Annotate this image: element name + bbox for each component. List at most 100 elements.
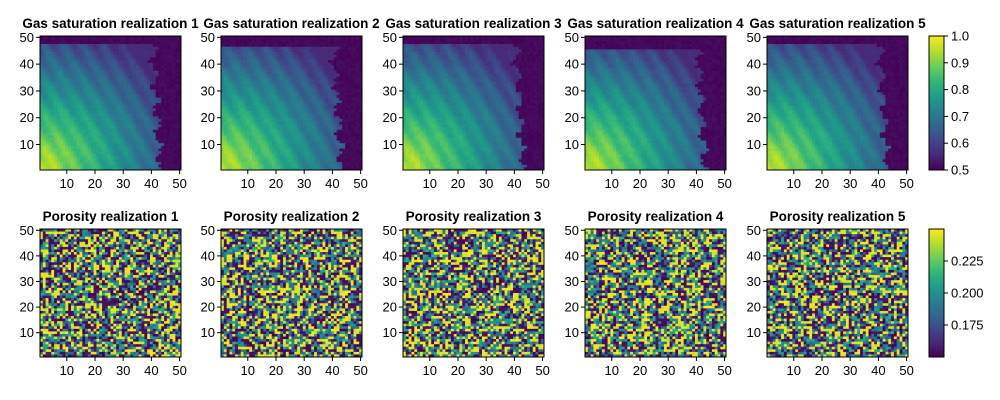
heatmap-cell bbox=[91, 52, 94, 55]
heatmap-cell bbox=[351, 60, 354, 63]
heatmap-cell bbox=[113, 124, 116, 127]
heatmap-cell bbox=[306, 119, 309, 122]
heatmap-cell bbox=[246, 116, 249, 119]
heatmap-cell bbox=[161, 44, 164, 47]
heatmap-cell bbox=[289, 157, 292, 160]
heatmap-cell bbox=[229, 111, 232, 114]
heatmap-cell bbox=[173, 95, 176, 98]
heatmap-cell bbox=[260, 103, 263, 106]
heatmap-cell bbox=[158, 106, 161, 109]
heatmap-cell bbox=[48, 149, 51, 152]
heatmap-cell bbox=[286, 57, 289, 60]
heatmap-cell bbox=[147, 82, 150, 85]
heatmap-cell bbox=[345, 103, 348, 106]
heatmap-cell bbox=[238, 154, 241, 157]
heatmap-cell bbox=[249, 100, 252, 103]
heatmap-cell bbox=[317, 47, 320, 50]
heatmap-cell bbox=[314, 57, 317, 60]
heatmap-cell bbox=[119, 124, 122, 127]
heatmap-cell bbox=[119, 135, 122, 138]
heatmap-cell bbox=[170, 68, 173, 71]
heatmap-cell bbox=[328, 114, 331, 117]
heatmap-cell bbox=[246, 159, 249, 162]
heatmap-cell bbox=[130, 103, 133, 106]
heatmap-cell bbox=[323, 165, 326, 168]
heatmap-cell bbox=[139, 103, 142, 106]
heatmap-cell bbox=[147, 100, 150, 103]
heatmap-cell bbox=[354, 143, 357, 146]
heatmap-cell bbox=[334, 39, 337, 42]
heatmap-cell bbox=[85, 114, 88, 117]
heatmap-cell bbox=[303, 92, 306, 95]
heatmap-cell bbox=[170, 100, 173, 103]
heatmap-cell bbox=[269, 114, 272, 117]
heatmap-cell bbox=[65, 52, 68, 55]
heatmap-cell bbox=[320, 114, 323, 117]
heatmap-cell bbox=[303, 119, 306, 122]
heatmap-cell bbox=[311, 68, 314, 71]
heatmap-cell bbox=[328, 154, 331, 157]
heatmap-cell bbox=[88, 130, 91, 133]
heatmap-cell bbox=[147, 98, 150, 101]
heatmap-cell bbox=[294, 116, 297, 119]
heatmap-cell bbox=[325, 116, 328, 119]
heatmap-cell bbox=[297, 44, 300, 47]
heatmap-cell bbox=[91, 130, 94, 133]
heatmap-cell bbox=[96, 127, 99, 130]
heatmap-cell bbox=[294, 138, 297, 141]
heatmap-cell bbox=[88, 157, 91, 160]
heatmap-cell bbox=[297, 71, 300, 74]
heatmap-cell bbox=[300, 143, 303, 146]
heatmap-cell bbox=[351, 103, 354, 106]
heatmap-cell bbox=[91, 68, 94, 71]
heatmap-cell bbox=[164, 111, 167, 114]
heatmap-cell bbox=[297, 154, 300, 157]
heatmap-cell bbox=[125, 49, 128, 52]
heatmap-cell bbox=[260, 146, 263, 149]
heatmap-cell bbox=[170, 84, 173, 87]
heatmap-cell bbox=[325, 135, 328, 138]
heatmap-cell bbox=[235, 60, 238, 63]
heatmap-cell bbox=[94, 124, 97, 127]
heatmap-cell bbox=[164, 55, 167, 58]
heatmap-cell bbox=[356, 135, 359, 138]
heatmap-cell bbox=[325, 106, 328, 109]
heatmap-cell bbox=[345, 116, 348, 119]
heatmap-cell bbox=[297, 135, 300, 138]
heatmap-cell bbox=[272, 76, 275, 79]
heatmap-cell bbox=[277, 141, 280, 144]
heatmap-cell bbox=[102, 122, 105, 125]
heatmap-cell bbox=[244, 103, 247, 106]
heatmap-cell bbox=[260, 79, 263, 82]
heatmap-cell bbox=[227, 149, 230, 152]
heatmap-cell bbox=[238, 124, 241, 127]
heatmap-cell bbox=[289, 82, 292, 85]
heatmap-cell bbox=[91, 71, 94, 74]
heatmap-cell bbox=[46, 154, 49, 157]
heatmap-cell bbox=[136, 151, 139, 154]
heatmap-cell bbox=[54, 135, 57, 138]
heatmap-cell bbox=[136, 79, 139, 82]
heatmap-cell bbox=[308, 127, 311, 130]
heatmap-cell bbox=[224, 84, 227, 87]
heatmap-cell bbox=[246, 87, 249, 90]
heatmap-cell bbox=[339, 141, 342, 144]
heatmap-cell bbox=[337, 135, 340, 138]
heatmap-cell bbox=[323, 141, 326, 144]
heatmap-cell bbox=[102, 55, 105, 58]
heatmap-cell bbox=[79, 39, 82, 42]
heatmap-cell bbox=[136, 138, 139, 141]
heatmap-cell bbox=[255, 87, 258, 90]
heatmap-cell bbox=[122, 52, 125, 55]
heatmap-cell bbox=[43, 127, 46, 130]
heatmap-cell bbox=[46, 127, 49, 130]
heatmap-cell bbox=[48, 159, 51, 162]
heatmap-cell bbox=[334, 165, 337, 168]
heatmap-cell bbox=[342, 119, 345, 122]
heatmap-cell bbox=[65, 100, 68, 103]
heatmap-cell bbox=[311, 157, 314, 160]
heatmap-cell bbox=[88, 127, 91, 130]
heatmap-cell bbox=[94, 55, 97, 58]
heatmap-cell bbox=[269, 103, 272, 106]
heatmap-cell bbox=[292, 87, 295, 90]
